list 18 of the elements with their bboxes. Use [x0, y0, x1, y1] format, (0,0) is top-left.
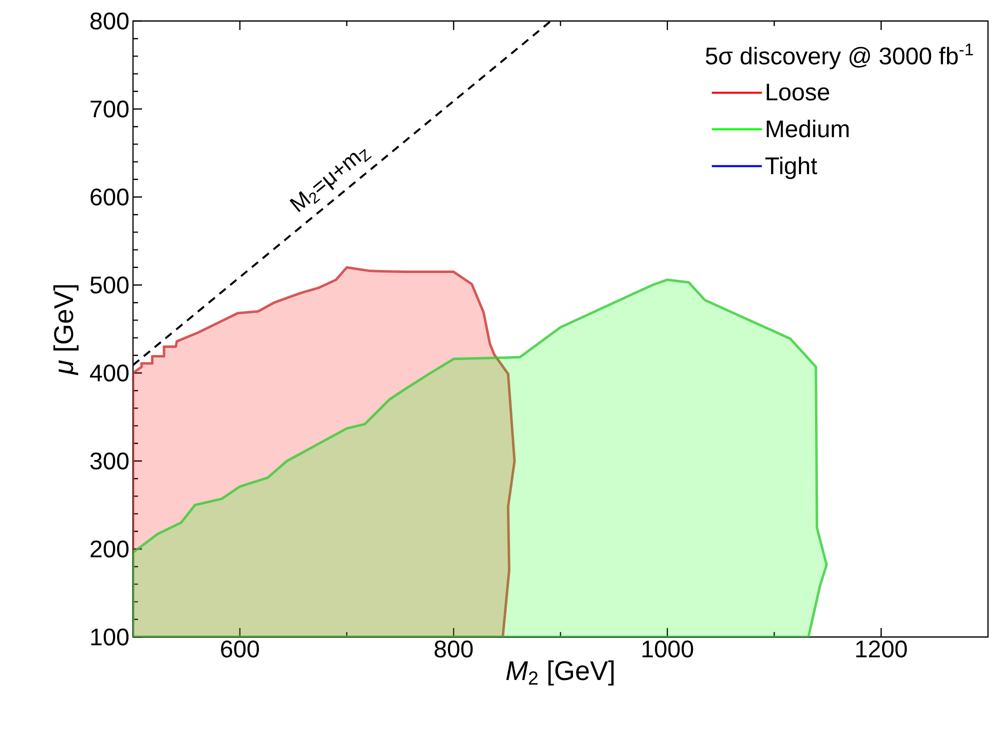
y-tick-label: 200: [90, 540, 129, 558]
legend-label: Medium: [766, 120, 849, 138]
y-tick-label: 700: [90, 100, 129, 118]
legend-label: Tight: [765, 156, 818, 180]
x-tick-label: 600: [221, 640, 259, 658]
y-tick-label: 800: [90, 12, 129, 30]
x-axis-title: M$_{2}$ [GeV]: [506, 660, 614, 686]
legend-label: Loose: [766, 84, 830, 101]
y-tick-label: 400: [90, 364, 129, 382]
y-axis-title: μ [GeV]: [53, 285, 79, 376]
x-tick-label: 1000: [642, 640, 694, 658]
y-tick-label: 300: [90, 452, 129, 470]
y-tick-label: 100: [91, 628, 129, 646]
x-tick-label: 800: [434, 640, 473, 658]
y-tick-label: 600: [90, 188, 129, 206]
legend-title: 5σ discovery @ 3000 fb$^{-1}$: [706, 44, 973, 70]
x-tick-label: 1200: [856, 640, 907, 658]
y-tick-label: 500: [90, 276, 129, 294]
